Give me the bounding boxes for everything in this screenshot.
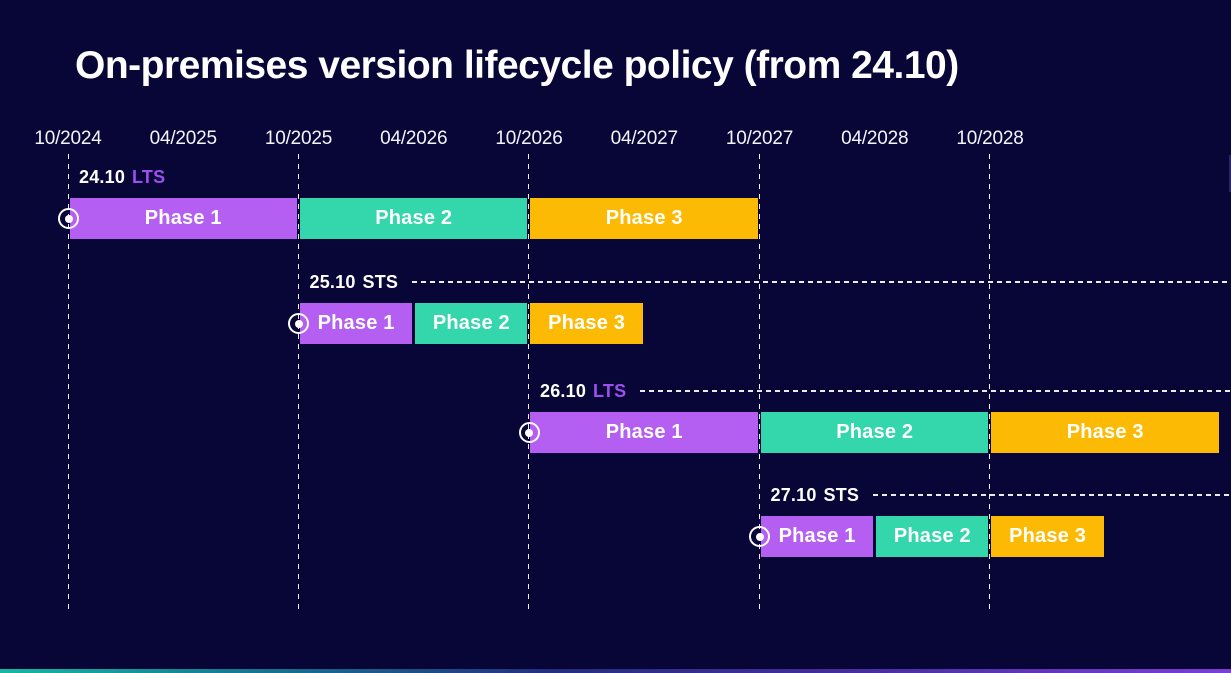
phase-bar-label: Phase 3 xyxy=(1066,421,1144,443)
phase-bar: Phase 1 xyxy=(299,303,413,344)
phase-bar-label: Phase 1 xyxy=(778,525,856,547)
release-label: 26.10 LTS xyxy=(540,380,1231,402)
page-title: On-premises version lifecycle policy (fr… xyxy=(75,44,959,87)
phase-bar-label: Phase 3 xyxy=(1009,525,1087,547)
release-type-badge: STS xyxy=(362,271,399,292)
phase-bar-label: Phase 2 xyxy=(432,312,510,334)
release-dashed-line xyxy=(640,390,1231,392)
axis-tick-label: 10/2025 xyxy=(264,128,333,149)
phase-bar-label: Phase 2 xyxy=(836,421,914,443)
release-label: 27.10 STS xyxy=(770,484,1231,506)
phase-bar-label: Phase 3 xyxy=(605,207,683,229)
release-label: 24.10 LTS xyxy=(79,166,1231,188)
release-type-badge: STS xyxy=(823,484,860,505)
release-start-marker-icon xyxy=(288,313,310,334)
phase-bar: Phase 2 xyxy=(415,303,528,344)
phase-bar: Phase 2 xyxy=(760,412,989,453)
grid-line-vertical xyxy=(989,154,991,612)
phase-bar-label: Phase 1 xyxy=(605,421,683,443)
phase-bar: Phase 1 xyxy=(69,198,297,239)
release-type-badge: LTS xyxy=(132,166,166,187)
release-type-badge: LTS xyxy=(593,380,627,401)
release-version: 27.10 xyxy=(770,484,817,505)
release-start-marker-icon xyxy=(58,208,79,229)
phase-bar: Phase 3 xyxy=(530,303,643,344)
axis-tick-label: 10/2027 xyxy=(725,128,794,149)
axis-tick-label: 04/2025 xyxy=(149,128,217,149)
phase-bar: Phase 1 xyxy=(530,412,758,453)
grid-line-vertical xyxy=(758,154,760,612)
phase-bar-label: Phase 1 xyxy=(317,312,395,334)
axis-tick-label: 04/2027 xyxy=(610,128,678,149)
grid-line-vertical xyxy=(67,154,69,612)
phase-bar: Phase 3 xyxy=(991,412,1219,453)
phase-bar-label: Phase 3 xyxy=(548,312,626,334)
axis-tick-label: 10/2024 xyxy=(34,128,102,149)
release-version: 24.10 xyxy=(79,166,126,187)
release-start-marker-icon xyxy=(749,526,771,547)
release-dashed-line xyxy=(412,281,1231,283)
right-edge-scrollbar-artifact xyxy=(1229,155,1231,192)
axis-tick-label: 04/2028 xyxy=(841,128,909,149)
phase-bar: Phase 2 xyxy=(299,198,528,239)
phase-bar-label: Phase 2 xyxy=(893,525,971,547)
phase-bar: Phase 1 xyxy=(760,516,874,557)
grid-line-vertical xyxy=(297,154,299,612)
phase-bar: Phase 3 xyxy=(530,198,758,239)
phase-bar-label: Phase 1 xyxy=(144,207,222,229)
axis-tick-label: 10/2028 xyxy=(956,128,1024,149)
bottom-gradient-bar xyxy=(0,669,1231,673)
phase-bar-label: Phase 2 xyxy=(375,207,453,229)
release-version: 26.10 xyxy=(539,380,587,401)
phase-bar: Phase 3 xyxy=(991,516,1104,557)
axis-tick-label: 04/2026 xyxy=(380,128,448,149)
axis-tick-label: 10/2026 xyxy=(495,128,563,149)
release-version: 25.10 xyxy=(309,271,356,292)
release-start-marker-icon xyxy=(518,422,540,443)
phase-bar: Phase 2 xyxy=(876,516,989,557)
grid-line-vertical xyxy=(528,154,530,612)
release-label: 25.10 STS xyxy=(309,271,1231,293)
release-dashed-line xyxy=(873,494,1231,496)
